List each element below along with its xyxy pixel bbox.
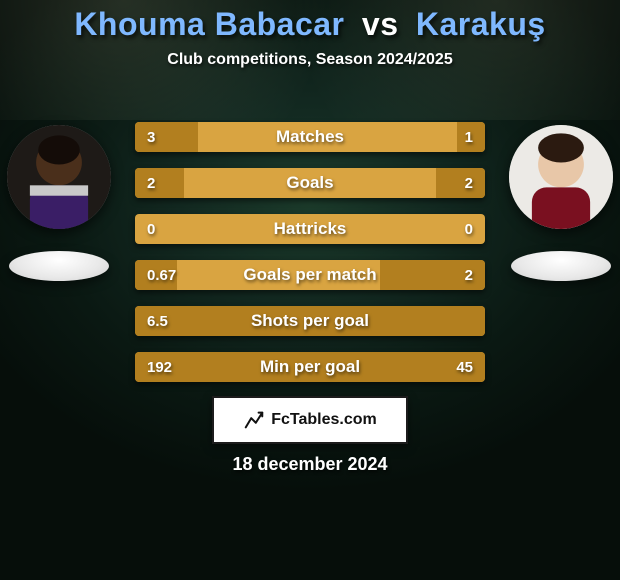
fctables-logo-icon	[243, 409, 265, 431]
brand-box[interactable]: FcTables.com	[212, 396, 408, 444]
comparison-title: Khouma Babacar vs Karakuş	[0, 0, 620, 43]
brand-text: FcTables.com	[271, 411, 377, 429]
stats-table: 31Matches 22Goals 0 0Hattricks 0.672Goals pe…	[135, 122, 485, 382]
stat-row: 22Goals	[135, 168, 485, 198]
stat-fill-right	[443, 352, 485, 382]
stat-fill-right	[380, 260, 485, 290]
stat-fill-left	[135, 260, 177, 290]
player2-avatar-art	[509, 125, 613, 229]
stat-fill-right	[457, 122, 485, 152]
player1-avatar	[7, 125, 111, 229]
title-vs: vs	[362, 6, 399, 42]
stat-fill-left	[135, 168, 184, 198]
stat-fill-right	[436, 168, 485, 198]
stat-value-left: 0	[135, 214, 167, 244]
stat-fill-left	[135, 122, 198, 152]
player1-club-badge	[9, 251, 109, 281]
stat-fill-left	[135, 306, 485, 336]
stat-row: 0 0Hattricks	[135, 214, 485, 244]
stat-label: Hattricks	[135, 214, 485, 244]
stat-value-right: 0	[453, 214, 485, 244]
stat-label: Goals	[135, 168, 485, 198]
stat-row: 19245Min per goal	[135, 352, 485, 382]
subtitle: Club competitions, Season 2024/2025	[0, 51, 620, 69]
stat-row: 6.5Shots per goal	[135, 306, 485, 336]
player2-avatar	[509, 125, 613, 229]
snapshot-date: 18 december 2024	[0, 454, 620, 475]
player1-name: Khouma Babacar	[74, 6, 344, 42]
stat-row: 31Matches	[135, 122, 485, 152]
player2-name: Karakuş	[416, 6, 546, 42]
player1-avatar-art	[7, 125, 111, 229]
stat-fill-left	[135, 352, 443, 382]
stat-row: 0.672Goals per match	[135, 260, 485, 290]
player2-club-badge	[511, 251, 611, 281]
